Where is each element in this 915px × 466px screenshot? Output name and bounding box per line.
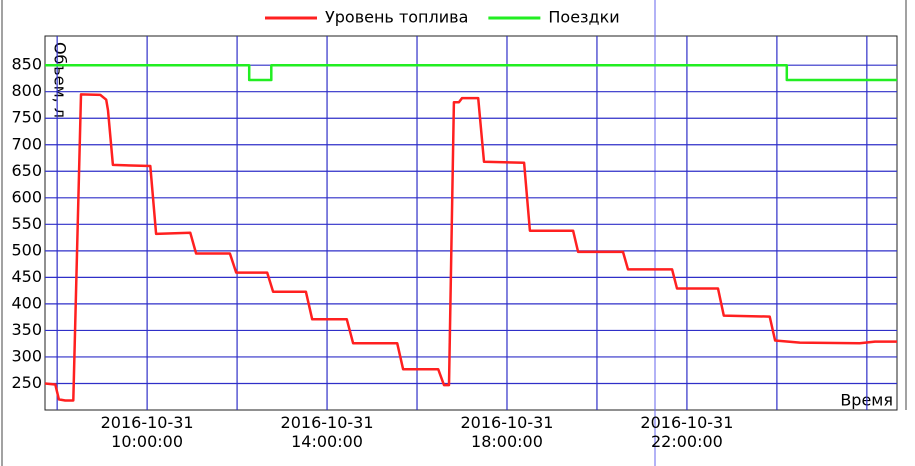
y-tick-label: 750 [11, 108, 42, 127]
y-tick-label: 600 [11, 187, 42, 206]
y-tick-label: 300 [11, 346, 42, 365]
y-tick-label: 850 [11, 55, 42, 74]
y-tick-label: 550 [11, 214, 42, 233]
plot-area [44, 35, 898, 411]
y-tick-label: 250 [11, 373, 42, 392]
legend-label: Поездки [548, 8, 619, 27]
y-tick-label: 450 [11, 267, 42, 286]
y-tick-label: 650 [11, 161, 42, 180]
line-series [44, 93, 897, 402]
y-axis-title: Объем, л [51, 42, 70, 118]
y-tick-label: 500 [11, 240, 42, 259]
legend-label: Уровень топлива [325, 8, 468, 27]
y-tick-label: 400 [11, 293, 42, 312]
x-tick-label: 2016-10-31 14:00:00 [280, 413, 374, 451]
y-tick-label: 700 [11, 134, 42, 153]
x-tick-label: 2016-10-31 22:00:00 [640, 413, 734, 451]
x-tick-label: 2016-10-31 18:00:00 [460, 413, 554, 451]
line-series [45, 63, 897, 82]
x-tick-label: 2016-10-31 10:00:00 [100, 413, 194, 451]
y-tick-label: 350 [11, 320, 42, 339]
y-tick-label: 800 [11, 81, 42, 100]
